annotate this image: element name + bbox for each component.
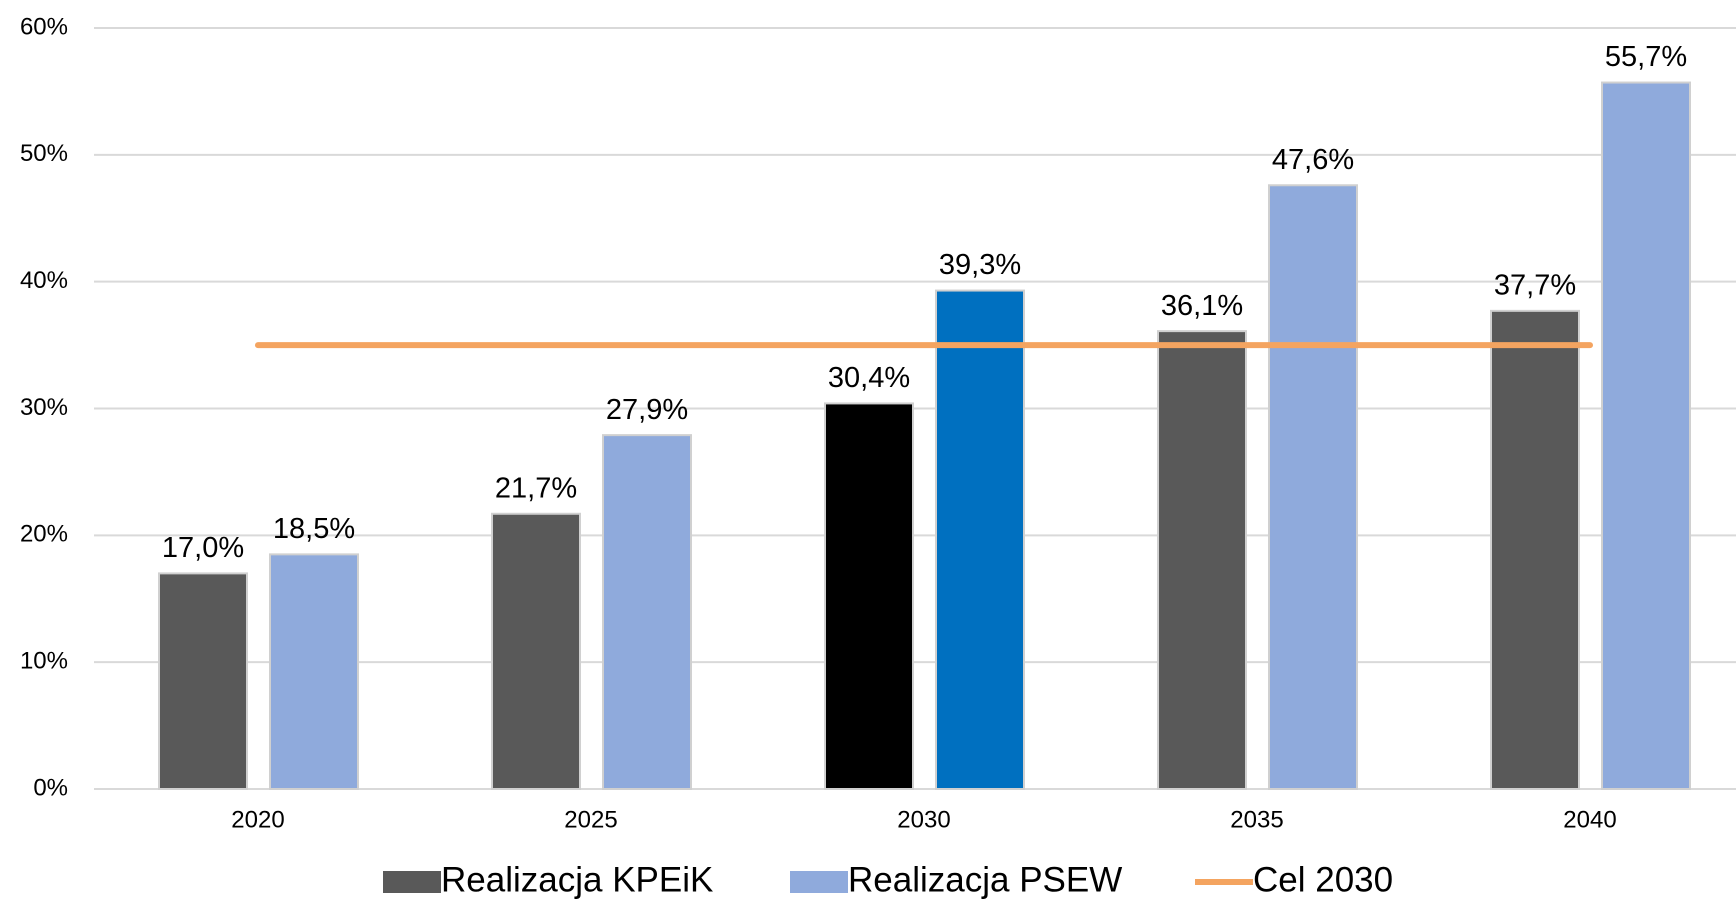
- y-tick-label: 30%: [20, 394, 68, 421]
- legend-label: Cel 2030: [1253, 860, 1393, 899]
- data-label: 36,1%: [1161, 290, 1243, 322]
- bar: [269, 553, 359, 790]
- x-tick-label: 2020: [231, 806, 284, 833]
- y-tick-label: 50%: [20, 140, 68, 167]
- data-label: 47,6%: [1272, 144, 1354, 176]
- data-label: 39,3%: [939, 249, 1021, 281]
- data-label: 27,9%: [606, 394, 688, 426]
- bar: [1157, 330, 1247, 790]
- y-tick-label: 20%: [20, 521, 68, 548]
- x-tick-label: 2030: [897, 806, 950, 833]
- bar: [935, 289, 1025, 790]
- data-label: 21,7%: [495, 472, 577, 504]
- x-tick-label: 2040: [1563, 806, 1616, 833]
- y-tick-label: 0%: [33, 774, 68, 801]
- y-tick-label: 10%: [20, 648, 68, 675]
- x-tick-label: 2025: [564, 806, 617, 833]
- data-label: 37,7%: [1494, 269, 1576, 301]
- bar: [1490, 309, 1580, 790]
- y-tick-label: 60%: [20, 13, 68, 40]
- bar: [1601, 81, 1691, 790]
- bar: [1268, 184, 1358, 791]
- data-label: 30,4%: [828, 362, 910, 394]
- bar: [491, 512, 581, 790]
- x-tick-label: 2035: [1230, 806, 1283, 833]
- legend-label: Realizacja KPEiK: [441, 860, 713, 899]
- bar: [824, 402, 914, 790]
- bar: [602, 434, 692, 790]
- bar: [158, 572, 248, 791]
- y-tick-label: 40%: [20, 267, 68, 294]
- data-label: 55,7%: [1605, 41, 1687, 73]
- data-label: 17,0%: [162, 532, 244, 564]
- data-label: 18,5%: [273, 513, 355, 545]
- legend-swatch: [790, 871, 848, 893]
- legend-label: Realizacja PSEW: [848, 860, 1122, 899]
- legend-swatch: [383, 871, 441, 893]
